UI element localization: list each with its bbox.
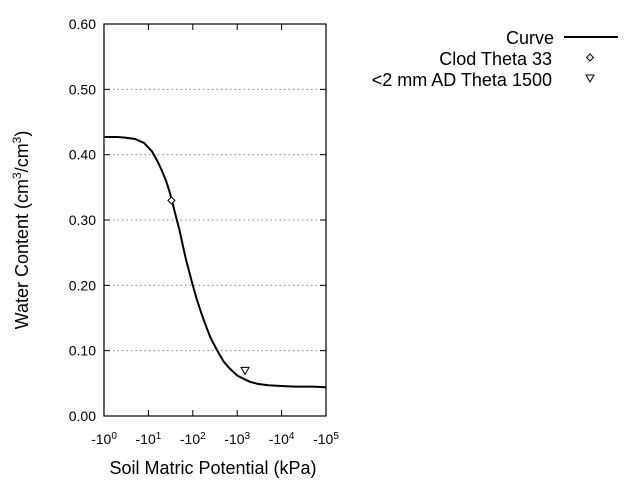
y-tick-label: 0.10 — [69, 343, 96, 359]
x-tick-label: -104 — [269, 431, 295, 448]
legend-label-clod-theta-33: Clod Theta 33 — [439, 49, 552, 69]
y-tick-label: 0.50 — [69, 81, 96, 97]
x-axis-label: Soil Matric Potential (kPa) — [109, 458, 316, 478]
x-tick-label: -105 — [313, 431, 339, 448]
x-tick-label: -102 — [180, 431, 206, 448]
legend-label-curve: Curve — [506, 28, 554, 48]
y-tick-label: 0.60 — [69, 16, 96, 32]
x-tick-label: -101 — [136, 431, 162, 448]
legend-marker-triangle — [585, 74, 595, 84]
legend: Curve Clod Theta 33 <2 mm AD Theta 1500 — [372, 28, 618, 90]
y-tick-label: 0.00 — [69, 408, 96, 424]
y-tick-label: 0.40 — [69, 147, 96, 163]
plot-series — [104, 136, 327, 389]
data-point-diamond — [167, 196, 176, 205]
grid-lines — [104, 88, 326, 352]
x-tick-label: -100 — [91, 431, 117, 448]
y-tick-label: 0.20 — [69, 277, 96, 293]
curve-line — [104, 136, 327, 389]
plot-frame — [103, 23, 327, 417]
legend-marker-diamond — [585, 53, 595, 62]
data-point-triangle — [240, 366, 250, 376]
y-axis-label: Water Content (cm3/cm3) — [10, 131, 32, 330]
legend-label-ad-theta-1500: <2 mm AD Theta 1500 — [372, 70, 552, 90]
x-tick-label: -103 — [224, 431, 250, 448]
y-tick-label: 0.30 — [69, 212, 96, 228]
axis-ticks: 0.00 0.10 0.20 0.30 0.40 0.50 0.60 -100 -101 -102… — [69, 16, 340, 447]
